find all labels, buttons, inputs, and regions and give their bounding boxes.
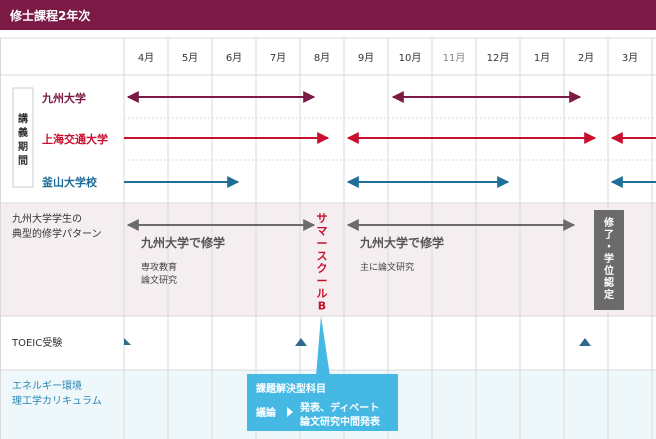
callout-tag: 議論 [256, 406, 277, 419]
month-label: 3月 [622, 52, 638, 64]
completion-box [594, 210, 624, 310]
lecture-label-box [12, 87, 34, 188]
callout-line1: 発表、ディベート [299, 401, 379, 414]
toeic-marker-3 [579, 338, 591, 346]
pattern-block1-title: 九州大学で修学 [140, 235, 225, 250]
completion-label: 修了・学位認定 [603, 216, 615, 301]
pattern-block2-sub1: 主に論文研究 [360, 261, 414, 273]
completion-text: 修了・学位認定 [603, 216, 615, 301]
lecture-period-label: 講義期間 [18, 112, 28, 167]
pattern-label-line1: 九州大学学生の [12, 212, 82, 225]
header-bar: 修士課程2年次 [0, 0, 656, 30]
univ-label-shanghai: 上海交通大学 [42, 132, 108, 146]
callout-pointer [316, 316, 330, 376]
toeic-marker-2 [295, 338, 307, 346]
month-label: 7月 [270, 52, 286, 64]
pattern-block1-sub2: 論文研究 [141, 274, 177, 286]
month-label: 6月 [226, 52, 242, 64]
pattern-row-bg [0, 203, 656, 316]
month-label: 9月 [358, 52, 374, 64]
pattern-block1-sub1: 専攻教育 [141, 261, 177, 273]
callout-tag-arrow-icon [287, 407, 293, 417]
lecture-label-text: 講義期間 [18, 112, 28, 167]
curriculum-label-line1: エネルギー環境 [12, 379, 82, 392]
month-label: 12月 [487, 52, 510, 64]
univ-label-pusan: 釜山大学校 [41, 175, 98, 189]
header-title: 修士課程2年次 [10, 9, 91, 23]
univ-label-kyushu: 九州大学 [41, 91, 86, 105]
summer-school-label: サマースクール B [317, 212, 328, 313]
month-label: 8月 [314, 52, 330, 64]
toeic-marker-1 [124, 338, 131, 345]
month-label: 1月 [534, 52, 550, 64]
month-label: 11月 [443, 52, 466, 64]
toeic-label: TOEIC受験 [11, 336, 62, 349]
curriculum-label-line2: 理工学カリキュラム [12, 394, 102, 407]
month-label: 2月 [578, 52, 594, 64]
callout-title: 課題解決型科目 [256, 382, 326, 395]
month-label: 5月 [182, 52, 198, 64]
summer-school-text: サマースクール B [317, 212, 328, 313]
month-label: 10月 [399, 52, 422, 64]
callout-box [247, 374, 398, 431]
pattern-block2-title: 九州大学で修学 [359, 235, 444, 250]
pattern-label-line2: 典型的修学パターン [12, 227, 102, 240]
callout-line2: 論文研究中間発表 [300, 415, 381, 428]
grid-lines [0, 37, 656, 439]
month-label: 4月 [138, 52, 154, 64]
month-header: 4月 5月 6月 7月 8月 9月 10月 11月 12月 1月 2月 3月 [138, 52, 638, 64]
